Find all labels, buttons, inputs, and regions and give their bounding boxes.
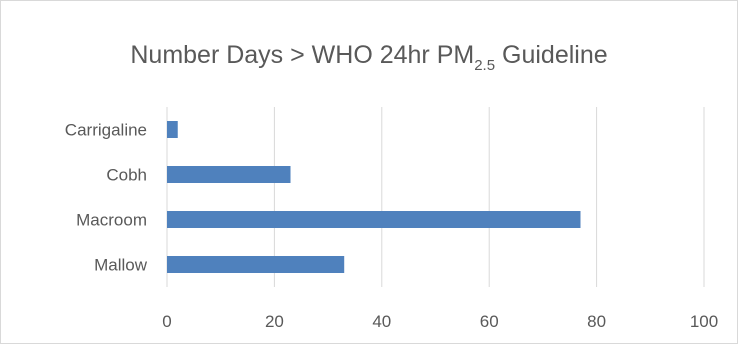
bar-mallow	[167, 256, 345, 273]
x-tick-label-0: 0	[162, 312, 171, 331]
x-tick-labels: 0 20 40 60 80 100	[162, 312, 718, 331]
chart-title-suffix: Guideline	[495, 41, 608, 69]
x-tick-label-80: 80	[587, 312, 606, 331]
bar-macroom	[167, 211, 581, 228]
chart-title-main: Number Days > WHO 24hr PM	[130, 41, 474, 69]
x-tick-label-60: 60	[480, 312, 499, 331]
x-tick-label-40: 40	[372, 312, 391, 331]
bar-carrigaline	[167, 121, 178, 138]
bars	[167, 121, 581, 273]
chart-title-subscript: 2.5	[474, 57, 495, 74]
chart-title: Number Days > WHO 24hr PM2.5 Guideline	[130, 41, 607, 74]
category-label-mallow: Mallow	[94, 256, 148, 275]
category-label-macroom: Macroom	[76, 211, 147, 230]
x-tick-label-20: 20	[265, 312, 284, 331]
category-labels: Carrigaline Cobh Macroom Mallow	[65, 121, 148, 275]
x-tick-label-100: 100	[690, 312, 718, 331]
category-label-carrigaline: Carrigaline	[65, 121, 147, 140]
bar-cobh	[167, 166, 291, 183]
category-label-cobh: Cobh	[106, 166, 147, 185]
